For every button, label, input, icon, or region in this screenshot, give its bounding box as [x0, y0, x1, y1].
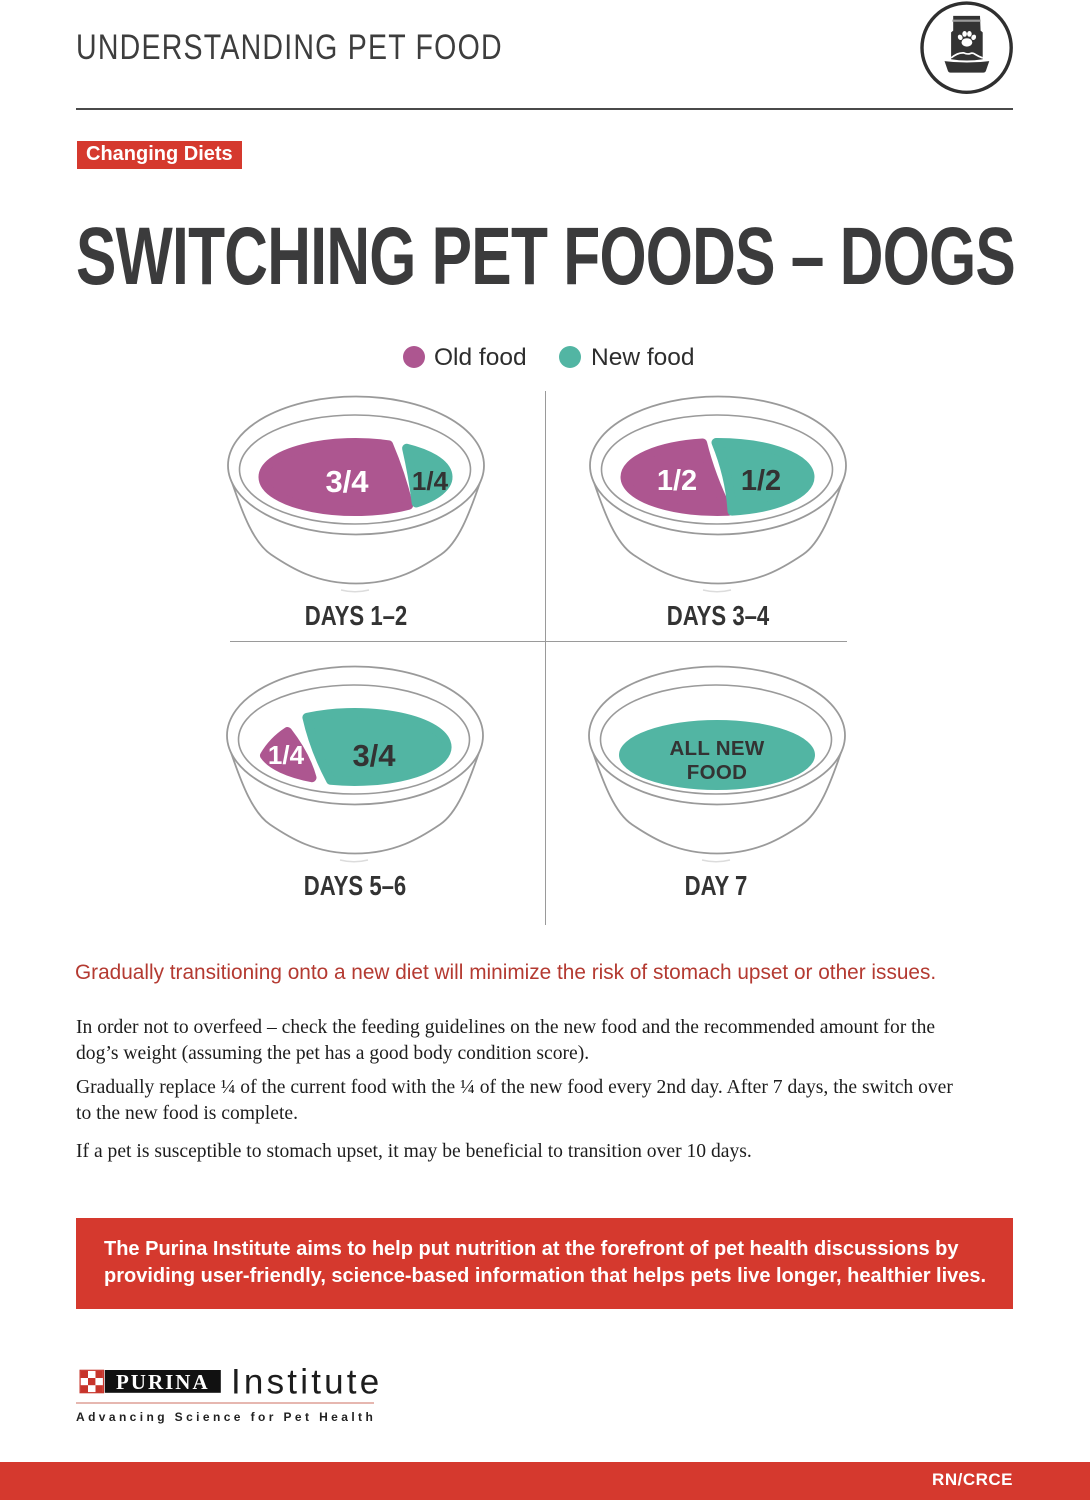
svg-text:3/4: 3/4 — [325, 464, 369, 499]
svg-text:Institute: Institute — [231, 1363, 382, 1402]
svg-text:1/2: 1/2 — [741, 465, 781, 497]
svg-text:1/4: 1/4 — [412, 466, 449, 496]
svg-text:ALL NEW: ALL NEW — [669, 737, 764, 760]
svg-text:1/2: 1/2 — [657, 465, 697, 497]
svg-text:Advancing Science for Pet Heal: Advancing Science for Pet Health — [76, 1410, 376, 1424]
svg-text:PURINA: PURINA — [116, 1370, 210, 1394]
svg-text:1/4: 1/4 — [268, 740, 305, 770]
svg-text:3/4: 3/4 — [352, 738, 396, 773]
svg-text:FOOD: FOOD — [687, 761, 747, 784]
